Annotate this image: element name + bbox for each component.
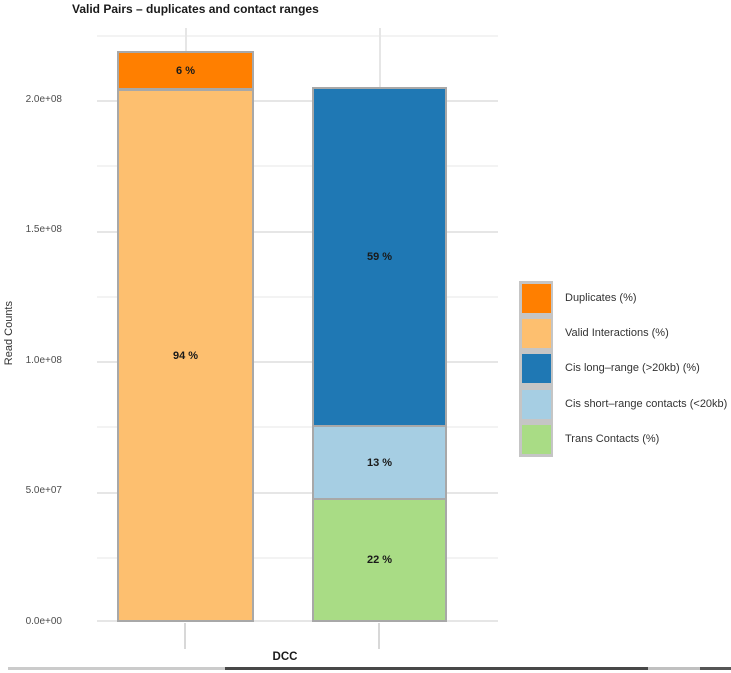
gridline-minor — [97, 34, 498, 37]
x-axis-title: DCC — [272, 651, 298, 663]
y-tick-label-1e8: 1.0e+08 — [25, 355, 62, 366]
legend-label-trans-contacts: Trans Contacts (%) — [565, 433, 660, 445]
gridline-minor — [97, 556, 498, 559]
bar-segment-duplicates-label: 6 % — [176, 64, 195, 77]
gridline-1-5e8 — [97, 230, 498, 233]
x-tick-bar2 — [377, 623, 380, 649]
bottom-divider-segment — [648, 667, 700, 670]
gridline-zero — [97, 620, 498, 622]
gridline-2e8 — [97, 100, 498, 102]
bottom-divider-segment — [8, 667, 225, 670]
gridline-minor — [97, 165, 498, 168]
bar-segment-trans-contacts: 22 % — [312, 498, 447, 622]
y-tick-label-zero: 0.0e+00 — [25, 616, 62, 627]
legend-label-valid-interactions: Valid Interactions (%) — [565, 327, 669, 339]
chart-title: Valid Pairs – duplicates and contact ran… — [72, 2, 319, 16]
bar-segment-trans-contacts-label: 22 % — [366, 554, 393, 566]
legend-swatch-cis-short-range — [521, 390, 551, 419]
gridline-1e8 — [97, 361, 498, 363]
bottom-divider-segment-dark — [225, 667, 648, 670]
legend-swatch-cis-long-range — [521, 354, 551, 383]
bar-valid-pairs-stack: 6 % 94 % — [117, 51, 254, 622]
legend-swatch-valid-interactions — [521, 319, 551, 348]
legend-label-cis-long-range: Cis long–range (>20kb) (%) — [565, 362, 700, 374]
legend-swatch-trans-contacts — [521, 425, 551, 454]
legend-label-duplicates: Duplicates (%) — [565, 292, 637, 304]
bar-segment-cis-long-range: 59 % — [312, 87, 447, 427]
legend-swatch-duplicates — [521, 284, 551, 313]
bar-segment-valid-interactions-label: 94 % — [172, 349, 199, 362]
y-tick-label-5e7: 5.0e+07 — [25, 485, 62, 496]
bar-segment-cis-short-range-label: 13 % — [366, 456, 393, 469]
gridline-minor — [97, 295, 498, 298]
bar-segment-cis-short-range: 13 % — [312, 425, 447, 500]
legend-label-cis-short-range: Cis short–range contacts (<20kb) (%) — [565, 398, 731, 410]
gridline-5e7 — [97, 491, 498, 494]
bar-segment-valid-interactions: 94 % — [117, 89, 254, 622]
gridline-minor — [97, 426, 498, 429]
bar-segment-cis-long-range-label: 59 % — [366, 251, 393, 263]
bar-segment-duplicates: 6 % — [117, 51, 254, 90]
x-tick-bar1 — [183, 623, 186, 649]
y-tick-label-2e8: 2.0e+08 — [25, 94, 62, 105]
bottom-divider-segment-dark — [700, 667, 731, 670]
y-tick-label-1-5e8: 1.5e+08 — [25, 224, 62, 235]
bar-contact-ranges-stack: 59 % 13 % 22 % — [312, 87, 447, 622]
